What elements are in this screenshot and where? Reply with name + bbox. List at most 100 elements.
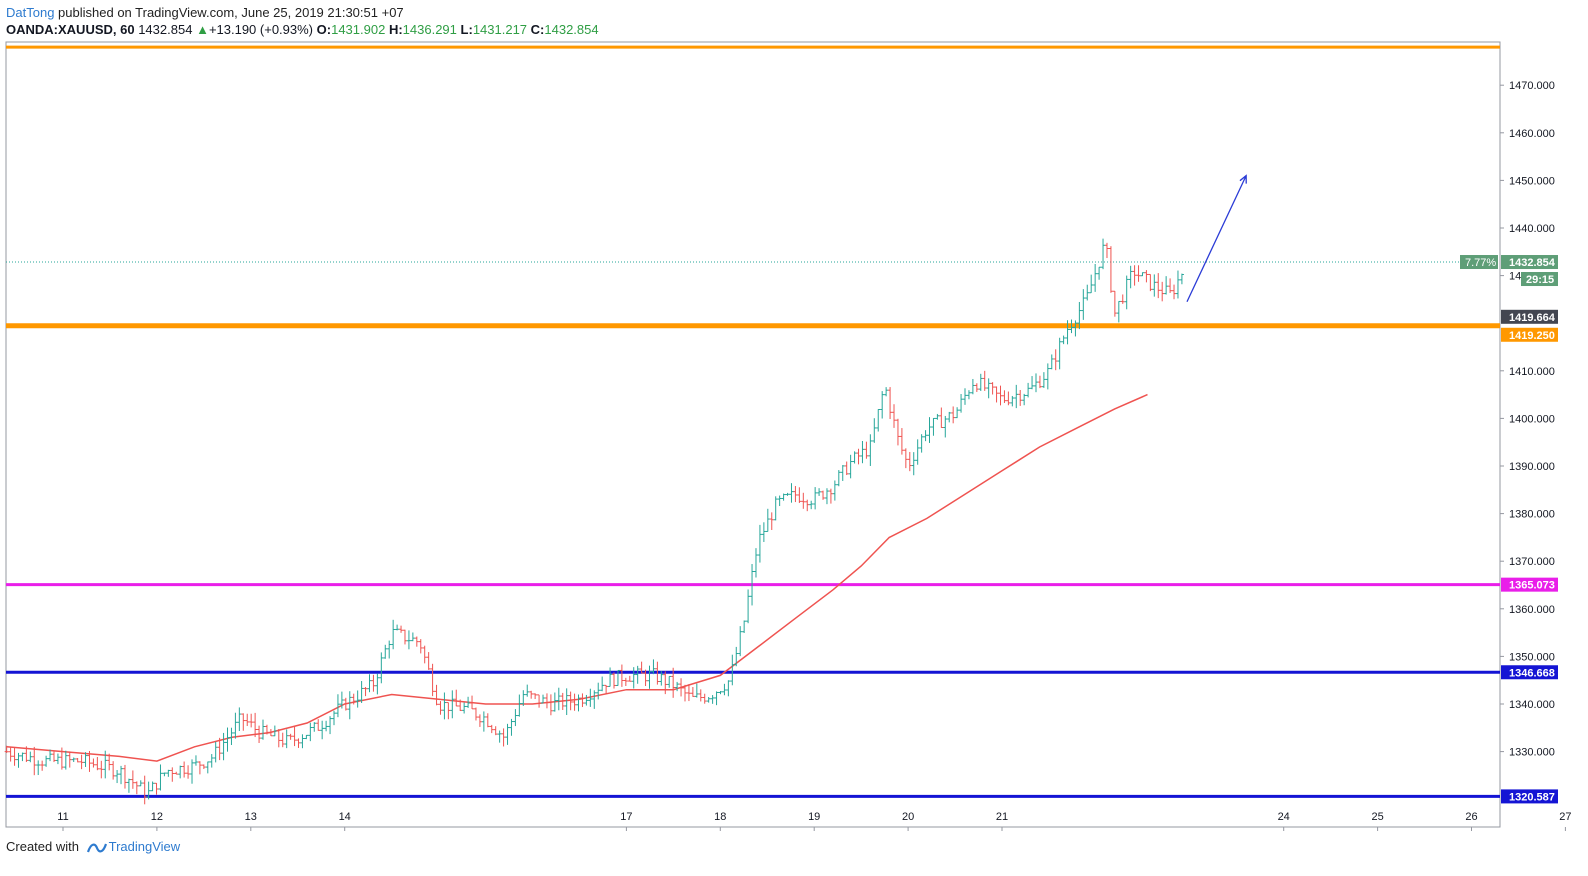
percent-tag-label: 7.77% bbox=[1465, 257, 1496, 269]
ohlc-bar bbox=[911, 452, 916, 476]
ohlc-bar bbox=[797, 487, 802, 504]
ohlc-bar bbox=[154, 782, 159, 795]
ohlc-bar bbox=[726, 680, 731, 697]
ohlc-bar bbox=[1124, 275, 1129, 310]
last-price-tag-bg bbox=[1501, 255, 1558, 270]
ohlc-bar bbox=[233, 712, 238, 739]
ohlc-bar bbox=[1128, 265, 1133, 289]
ohlc-bar bbox=[410, 632, 415, 642]
ohlc-bar bbox=[651, 659, 656, 675]
ohlc-bar bbox=[4, 745, 9, 753]
ohlc-bar bbox=[501, 728, 506, 747]
ohlc-bar bbox=[241, 713, 246, 731]
ohlc-bar bbox=[245, 713, 250, 727]
ohlc-bar bbox=[473, 707, 478, 721]
ohlc-bar bbox=[48, 749, 53, 762]
ohlc-bar bbox=[1156, 273, 1161, 299]
ohlc-bar bbox=[872, 418, 877, 443]
ohlc-bar bbox=[489, 724, 494, 734]
ohlc-bar bbox=[466, 696, 471, 708]
ohlc-bar bbox=[28, 751, 33, 763]
ohlc-bar bbox=[8, 747, 13, 762]
x-tick-label: 17 bbox=[620, 811, 632, 823]
ohlc-bar bbox=[655, 661, 660, 685]
ohlc-bar bbox=[1116, 300, 1121, 323]
ohlc-bar bbox=[261, 719, 266, 740]
ohlc-bar bbox=[927, 417, 932, 443]
percent-tag-bg bbox=[1460, 255, 1498, 270]
ohlc-bar bbox=[505, 723, 510, 745]
author-link[interactable]: DatTong bbox=[6, 5, 55, 20]
ohlc-bar bbox=[1045, 363, 1050, 390]
ohlc-bar bbox=[1073, 320, 1078, 337]
ohlc-bar bbox=[450, 690, 455, 719]
ohlc-bar bbox=[592, 690, 597, 709]
ohlc-bar bbox=[328, 716, 333, 735]
ohlc-bar bbox=[213, 741, 218, 763]
ohlc-bar bbox=[170, 767, 175, 782]
ohlc-bar bbox=[643, 669, 648, 687]
tradingview-link[interactable]: TradingView bbox=[108, 839, 181, 854]
change-value: +13.190 (+0.93%) bbox=[208, 22, 314, 37]
y-tick-label: 1360.000 bbox=[1509, 604, 1555, 616]
x-tick-label: 14 bbox=[339, 811, 351, 823]
ohlc-bar bbox=[122, 764, 127, 789]
ohlc-bar bbox=[1037, 375, 1042, 389]
ohlc-bar bbox=[907, 451, 912, 472]
ohlc-bar bbox=[970, 378, 975, 395]
ohlc-bar bbox=[300, 734, 305, 749]
ohlc-bar bbox=[876, 408, 881, 432]
symbol-name[interactable]: OANDA:XAUUSD, 60 bbox=[6, 22, 135, 37]
created-with-text: Created with bbox=[6, 839, 79, 854]
ohlc-bar bbox=[888, 387, 893, 420]
ohlc-bar bbox=[517, 694, 522, 717]
ohlc-bar bbox=[276, 729, 281, 748]
ohlc-bar bbox=[24, 746, 29, 763]
ohlc-bar bbox=[55, 753, 60, 765]
moving-average-line bbox=[6, 393, 1148, 762]
x-tick-label: 24 bbox=[1278, 811, 1290, 823]
ohlc-bar bbox=[892, 404, 897, 428]
y-tick-label: 1370.000 bbox=[1509, 556, 1555, 568]
ohlc-bar bbox=[608, 667, 613, 687]
ohlc-bar bbox=[182, 761, 187, 778]
ohlc-bar bbox=[1148, 273, 1153, 292]
ohlc-bar bbox=[647, 665, 652, 689]
ohlc-bar bbox=[402, 629, 407, 645]
y-tick-label: 1410.000 bbox=[1509, 366, 1555, 378]
change-up-icon: ▲ bbox=[196, 22, 209, 37]
ohlc-bar bbox=[994, 386, 999, 403]
ohlc-bar bbox=[399, 625, 404, 633]
ohlc-bar bbox=[1175, 270, 1180, 299]
ohlc-bar bbox=[619, 664, 624, 687]
ohlc-bar bbox=[1033, 373, 1038, 393]
ohlc-bar bbox=[923, 430, 928, 442]
ohlc-bar bbox=[588, 688, 593, 707]
publish-text: published on TradingView.com, June 25, 2… bbox=[58, 5, 404, 20]
ohlc-bar bbox=[564, 688, 569, 716]
ohlc-bar bbox=[805, 499, 810, 512]
ohlc-bar bbox=[600, 676, 605, 692]
last-price-tag-label: 1432.854 bbox=[1509, 257, 1556, 269]
ohlc-bar bbox=[83, 752, 88, 767]
ohlc-bar bbox=[391, 619, 396, 650]
ohlc-bar bbox=[899, 428, 904, 455]
ohlc-bar bbox=[978, 373, 983, 391]
ohlc-bar bbox=[919, 434, 924, 453]
ohlc-bar bbox=[1077, 301, 1082, 330]
ohlc-bar bbox=[880, 391, 885, 419]
ohlc-bar bbox=[87, 750, 92, 772]
ohlc-bar bbox=[903, 448, 908, 469]
ohlc-bar bbox=[742, 620, 747, 634]
price-tag-label: 1365.073 bbox=[1509, 580, 1555, 592]
ohlc-bar bbox=[761, 522, 766, 542]
ohlc-bar bbox=[162, 772, 167, 777]
ohlc-bar bbox=[966, 390, 971, 400]
ohlc-bar bbox=[576, 694, 581, 712]
close-value: 1432.854 bbox=[544, 22, 599, 37]
ohlc-bar bbox=[12, 747, 17, 766]
ohlc-bar bbox=[1144, 270, 1149, 283]
ohlc-bar bbox=[99, 760, 104, 779]
ohlc-bar bbox=[730, 654, 735, 686]
